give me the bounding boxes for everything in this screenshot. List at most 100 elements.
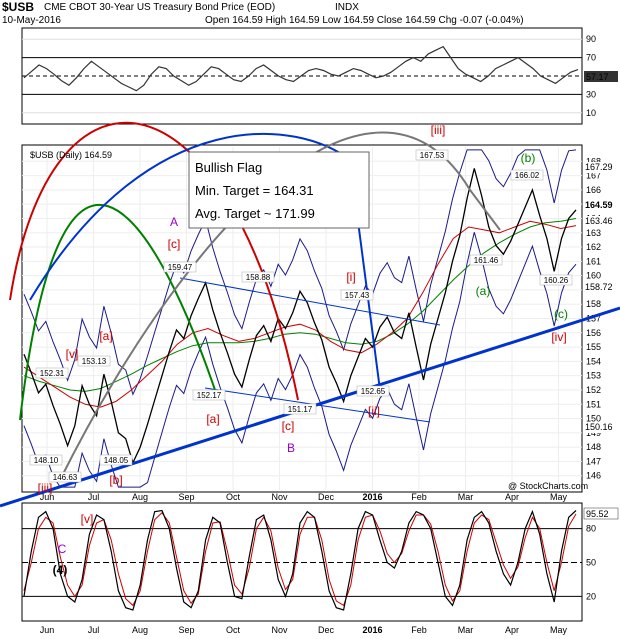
price-tick-label: 161 [586,256,601,266]
price-tick-label: 152 [586,385,601,395]
price-tag-label: 164.59 [585,200,613,210]
price-point-label: 152.31 [40,369,65,378]
stoch-x-tick-label: Nov [271,625,288,635]
price-point-box [539,274,573,286]
rsi-tick-label: 90 [586,34,596,44]
price-point-box [77,355,111,367]
price-point-label: 159.47 [168,263,193,272]
stoch-x-tick-label: Dec [318,625,335,635]
price-tag-box [583,282,618,293]
price-point-box [48,471,82,483]
wave-label: [c] [282,419,295,433]
stoch-fast-line [23,509,577,611]
price-point-box [356,385,390,397]
price-tick-label: 163 [586,228,601,238]
chart-exchange: INDX [335,2,359,13]
stoch-slow-line [23,512,577,607]
price-point-label: 153.13 [82,357,107,366]
chart-ohlc: Open 164.59 High 164.59 Low 164.59 Close… [205,15,524,26]
price-tag-box [583,200,618,211]
wave-label: B [287,441,295,455]
price-tick-label: 153 [586,371,601,381]
price-point-box [29,454,63,466]
wave-label: [v] [66,347,79,361]
price-x-tick-label: Sep [178,492,194,502]
price-tag-label: 167.29 [585,162,613,172]
watermark: @ StockCharts.com [508,481,588,491]
price-tick-label: 168 [586,156,601,166]
rsi-tick-label: 10 [586,108,596,118]
fast-ma-line [23,220,577,408]
wave-label: (a) [476,284,491,298]
rsi-plot: 103050709057.17 [22,34,618,118]
wave-label: (b) [521,151,536,165]
price-tick-label: 157 [586,314,601,324]
stoch-tick-label: 20 [586,591,596,601]
price-point-label: 167.53 [420,151,445,160]
price-x-tick-label: May [550,492,568,502]
stoch-x-tick-label: 2016 [362,625,382,635]
stoch-wave-label: [v] [81,512,94,526]
price-tag-label: 158.72 [585,282,613,292]
price-point-label: 152.17 [197,391,222,400]
stoch-x-tick-label: Feb [411,625,427,635]
wave-label: (c) [554,307,568,321]
price-point-label: 146.63 [53,473,78,482]
price-point-label: 166.02 [515,171,540,180]
price-point-box [283,403,317,415]
price-x-tick-label: 2016 [362,492,382,502]
stoch-value-label: 95.52 [586,509,609,519]
stoch-x-tick-label: Oct [226,625,241,635]
price-tick-label: 147 [586,456,601,466]
price-tick-label: 155 [586,342,601,352]
price-plot: 1461471481491501511521531541551561571581… [0,121,620,508]
wave-label: [b] [109,473,122,487]
price-x-tick-label: Aug [132,492,148,502]
price-x-tick-label: Mar [458,492,474,502]
price-tick-label: 148 [586,442,601,452]
rsi-value-badge [584,71,618,82]
price-x-tick-label: Dec [318,492,335,502]
flag-upper-line [179,277,441,326]
price-tag-label: 150.16 [585,422,613,432]
rsi-tick-label: 30 [586,89,596,99]
price-tick-label: 150 [586,414,601,424]
price-tick-label: 151 [586,399,601,409]
stoch-x-tick-label: Apr [505,625,519,635]
price-tag-box [583,422,618,433]
chart-symbol: $USB [2,0,34,14]
price-tick-label: 167 [586,171,601,181]
price-point-box [340,289,374,301]
chart-title: CME CBOT 30-Year US Treasury Bond Price … [44,2,275,13]
price-point-label: 148.05 [104,456,129,465]
cycle-arc-blue [29,132,381,391]
callout-avg-target: Avg. Target ~ 171.99 [195,206,315,221]
stoch-plot: 20 50 80 95.52 [v] C (4) Jun Jul Aug Sep Oct Nov Dec 2… [22,507,619,635]
stoch-wave-label: (4) [53,563,68,577]
rsi-line [23,45,579,92]
price-tick-label: 146 [586,471,601,481]
price-point-box [510,169,544,181]
stoch-wave-label: C [58,542,67,556]
wave-label: [i] [346,270,355,284]
wave-label: [ii] [368,404,380,418]
stoch-value-badge [583,507,619,520]
price-point-label: 148.10 [34,456,59,465]
stoch-tick-label: 50 [586,558,596,568]
wave-label: A [170,215,178,229]
price-tag-box [583,162,618,173]
rsi-tick-label: 70 [586,53,596,63]
price-point-label: 160.26 [544,276,569,285]
price-point-label: 158.88 [246,273,271,282]
price-point-box [163,261,197,273]
price-point-label: 152.65 [361,387,386,396]
lower-band-line [23,232,577,488]
price-tag-box [583,216,618,227]
stoch-x-tick-label: Jul [88,625,100,635]
price-point-label: 157.43 [345,291,370,300]
callout-title: Bullish Flag [195,160,262,175]
price-tick-label: 158 [586,299,601,309]
price-tick-label: 156 [586,328,601,338]
price-point-box [192,389,226,401]
